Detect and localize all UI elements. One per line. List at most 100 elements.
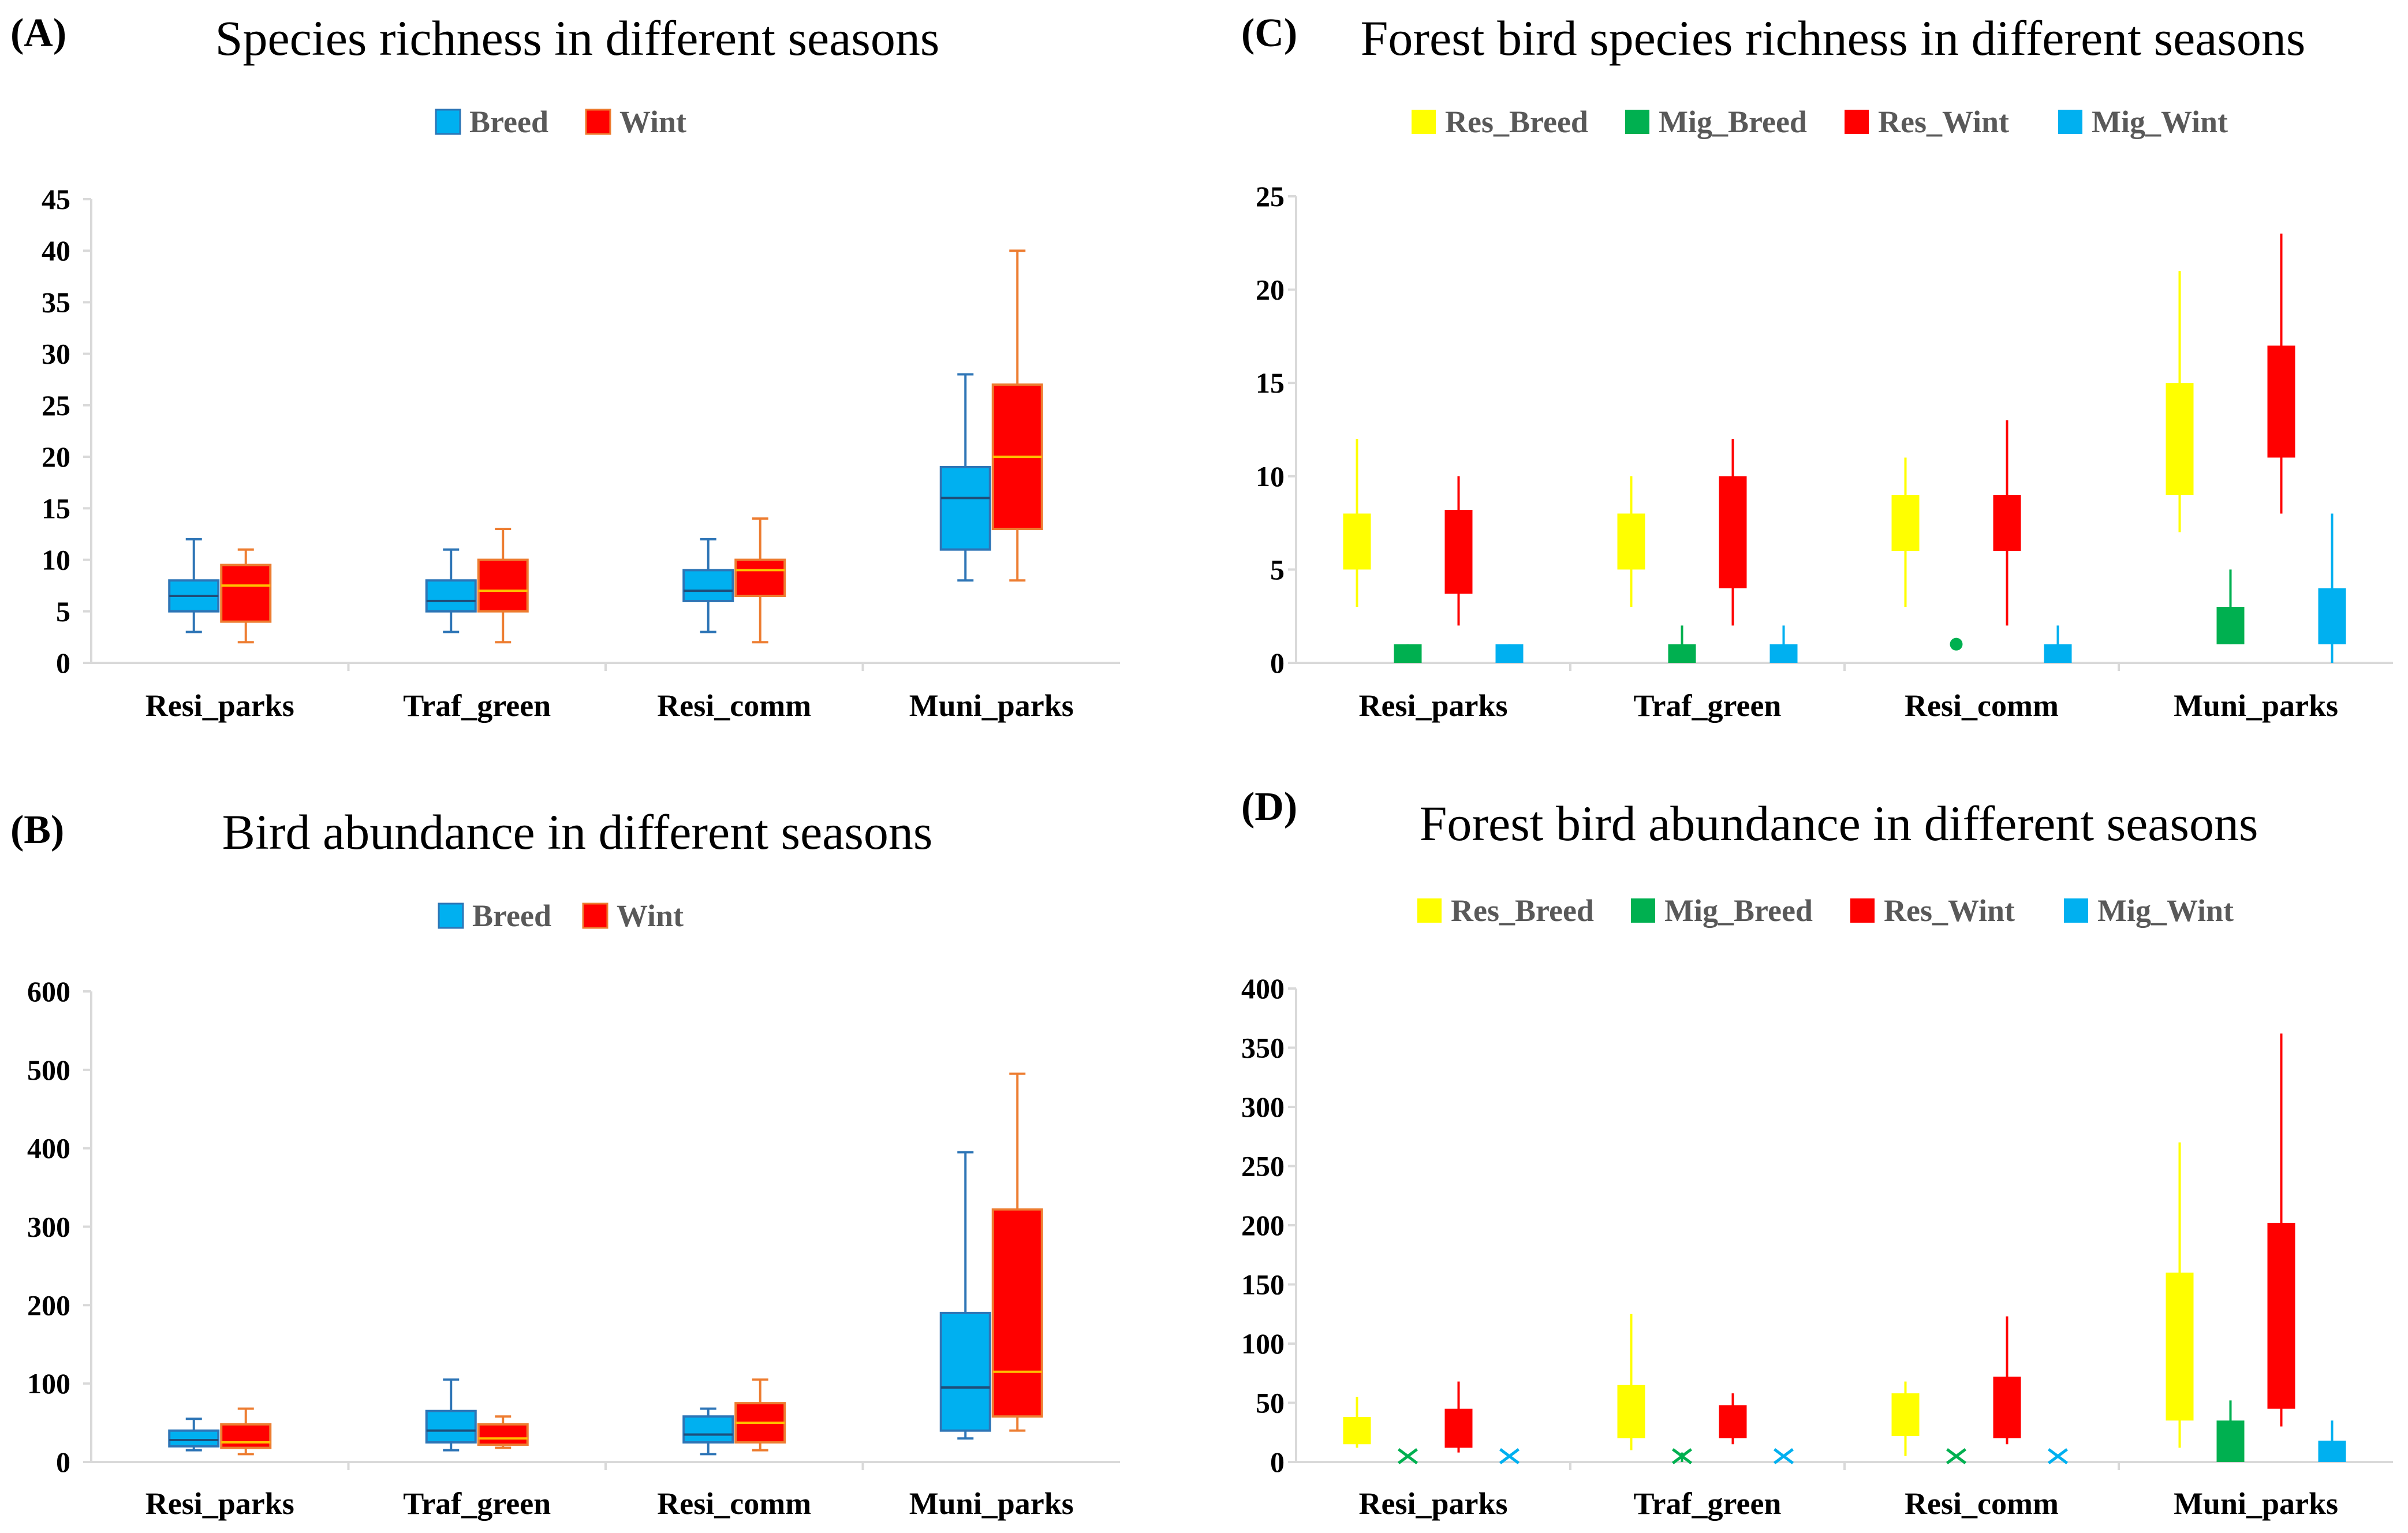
panel-letter: (C) xyxy=(1241,11,1297,55)
box-rect xyxy=(1993,1377,2021,1438)
y-tick-label: 50 xyxy=(1256,1387,1285,1419)
y-tick-label: 600 xyxy=(27,975,70,1008)
legend-label: Mig_Breed xyxy=(1664,893,1813,928)
box-rect xyxy=(1769,644,1798,663)
box-rect xyxy=(220,564,272,623)
legend-label: Wint xyxy=(617,898,684,933)
y-tick-label: 150 xyxy=(1241,1269,1285,1301)
box-res-wint xyxy=(2267,1033,2295,1427)
legend-swatch xyxy=(1850,898,1875,923)
box-wint xyxy=(220,548,272,644)
category-label: Resi_parks xyxy=(1358,1486,1507,1521)
y-tick-label: 45 xyxy=(42,183,70,215)
y-tick-label: 300 xyxy=(1241,1091,1285,1123)
box-rect xyxy=(2318,588,2346,644)
y-tick-label: 350 xyxy=(1241,1032,1285,1064)
box-rect xyxy=(2216,1420,2245,1462)
legend-label: Res_Breed xyxy=(1451,893,1594,928)
box-rect xyxy=(1444,509,1473,594)
y-tick-label: 0 xyxy=(1270,1446,1285,1478)
box-rect xyxy=(939,1311,991,1432)
category-label: Resi_comm xyxy=(1905,688,2059,723)
legend-item: Mig_Breed xyxy=(1625,105,1807,139)
box-mig-wint xyxy=(1769,625,1798,663)
box-rect xyxy=(939,465,991,551)
y-tick-label: 200 xyxy=(27,1289,70,1321)
y-tick-label: 0 xyxy=(56,1446,70,1478)
legend-item: Res_Wint xyxy=(1850,893,2015,928)
box-rect xyxy=(2267,345,2295,458)
box-mig-wint xyxy=(1499,1448,1520,1464)
box-wint xyxy=(477,1415,529,1449)
legend-item: Breed xyxy=(438,898,551,933)
box-breed xyxy=(425,548,477,633)
box-wint xyxy=(734,517,786,644)
chart-panel-c: (C) Forest bird species richness in diffe… xyxy=(1241,10,2393,723)
legend-label: Mig_Wint xyxy=(2092,105,2228,139)
legend-swatch xyxy=(1412,110,1436,134)
y-tick-label: 20 xyxy=(42,441,70,473)
category-label: Muni_parks xyxy=(909,688,1074,723)
y-tick-label: 40 xyxy=(42,234,70,267)
y-tick-label: 25 xyxy=(1256,180,1285,212)
legend-label: Breed xyxy=(472,898,551,933)
box-mig-wint xyxy=(1774,1448,1794,1464)
box-rect xyxy=(1617,513,1645,570)
legend-swatch xyxy=(1631,898,1655,923)
category-label: Muni_parks xyxy=(2174,1486,2338,1521)
category-label: Traf_green xyxy=(403,1486,551,1521)
y-tick-label: 5 xyxy=(56,595,70,628)
chart-panel-d: (D) Forest bird abundance in different se… xyxy=(1241,785,2393,1521)
panel-letter: (D) xyxy=(1241,785,1297,829)
chart-panel-b: (B) Bird abundance in different seasons Br… xyxy=(10,804,1120,1521)
box-rect xyxy=(425,1409,477,1444)
box-res-wint xyxy=(1993,1316,2021,1445)
zero-marker xyxy=(1774,1448,1794,1464)
outlier-point xyxy=(1950,637,1963,651)
y-tick-label: 30 xyxy=(42,338,70,370)
box-res-wint xyxy=(1719,439,1747,626)
y-tick-label: 100 xyxy=(27,1367,70,1400)
legend-item: Res_Breed xyxy=(1412,105,1588,139)
zero-marker xyxy=(1946,1448,1966,1464)
legend-swatch xyxy=(585,109,611,135)
y-tick-label: 5 xyxy=(1270,553,1285,585)
box-rect xyxy=(220,1423,272,1449)
box-rect xyxy=(1617,1385,1645,1438)
category-label: Traf_green xyxy=(1634,1486,1782,1521)
box-rect xyxy=(477,558,529,613)
category-label: Traf_green xyxy=(403,688,551,723)
y-tick-label: 15 xyxy=(42,492,70,524)
y-tick-label: 10 xyxy=(42,544,70,576)
legend-swatch xyxy=(2064,898,2088,923)
chart-panel-a: (A) Species richness in different seasons… xyxy=(10,10,1120,723)
category-label: Resi_parks xyxy=(145,688,294,723)
legend-swatch xyxy=(1417,898,1442,923)
legend-swatch xyxy=(2058,110,2082,134)
legend-item: Wint xyxy=(585,105,686,139)
chart-title: Species richness in different seasons xyxy=(215,10,940,66)
box-breed xyxy=(168,538,220,633)
zero-marker xyxy=(1398,1448,1418,1464)
box-breed xyxy=(939,1151,991,1440)
y-tick-label: 20 xyxy=(1256,274,1285,306)
zero-marker xyxy=(1672,1448,1692,1464)
box-rect xyxy=(1343,1417,1371,1445)
legend-item: Breed xyxy=(435,105,548,139)
y-tick-label: 0 xyxy=(1270,647,1285,679)
legend-label: Mig_Breed xyxy=(1659,105,1807,139)
legend-item: Res_Wint xyxy=(1845,105,2009,139)
box-rect xyxy=(1444,1408,1473,1448)
chart-title: Bird abundance in different seasons xyxy=(222,804,933,860)
box-res-breed xyxy=(2166,1142,2194,1448)
box-breed xyxy=(168,1418,220,1452)
legend-swatch xyxy=(582,902,608,929)
box-mig-wint xyxy=(2044,625,2072,663)
box-mig-breed xyxy=(1668,625,1696,663)
box-res-breed xyxy=(1617,1314,1645,1450)
box-mig-breed xyxy=(1394,644,1422,663)
box-breed xyxy=(682,538,734,633)
box-mig-wint xyxy=(1495,644,1524,663)
box-mig-breed xyxy=(2216,1400,2245,1462)
